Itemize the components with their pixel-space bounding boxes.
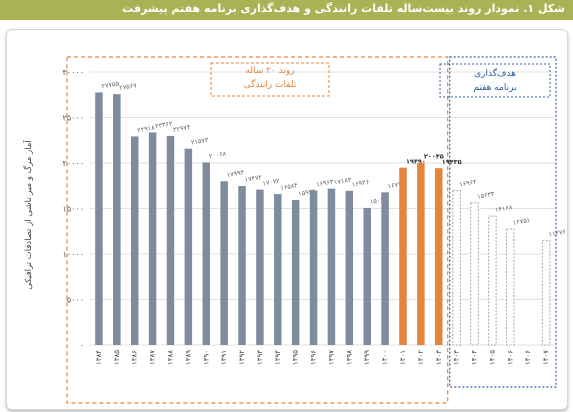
bar xyxy=(309,190,318,345)
bar xyxy=(541,240,551,346)
bar xyxy=(202,162,210,345)
x-tick-label: ۱۳۹۴ xyxy=(274,350,282,365)
bar-value-label: ۲۰۰۴۵ xyxy=(424,153,444,161)
bar xyxy=(363,207,371,345)
x-tick-label: ۱۳۸۵ xyxy=(113,350,121,365)
x-tick-label: ۱۳۹۵ xyxy=(292,350,300,365)
x-tick-label: ۱۳۹۰ xyxy=(202,350,210,365)
bar xyxy=(238,186,246,345)
x-tick-label: ۱۴۰۲ xyxy=(417,350,425,365)
x-tick-label: ۱۳۹۱ xyxy=(220,350,228,365)
y-tick-label: ۱۰۰۰۰ xyxy=(63,250,84,259)
bar-value-label: ۲۲۹۱۸ xyxy=(137,123,156,134)
bar-value-label: ۱۵۹۳۲ xyxy=(298,187,317,198)
bar-value-label: ۲۷۷۵۵ xyxy=(101,79,120,90)
bar xyxy=(452,190,461,346)
x-tick-label: ۱۳۹۲ xyxy=(238,350,246,365)
x-tick-label: ۱۴۰۷ xyxy=(542,350,550,365)
bar-value-label: ۱۶۹۶۴ xyxy=(459,178,478,189)
bar-value-label: ۱۵۰۶۶ xyxy=(369,195,388,206)
bar xyxy=(184,148,193,345)
bar-value-label: ۱۶۹۴۶ xyxy=(351,178,370,189)
bar-value-label: ۲۰۰۶۸ xyxy=(208,149,227,160)
y-tick-label: ۵۰۰۰ xyxy=(67,296,84,305)
trend-box-label-line1: روند ۲۰ ساله xyxy=(245,66,295,76)
bar-value-label: ۲۷۵۶۷ xyxy=(119,81,138,92)
bar-value-label: ۲۱۵۷۳ xyxy=(190,136,209,147)
bar xyxy=(399,167,407,345)
bar xyxy=(327,188,336,345)
target-box-label-line2: برنامه هفتم xyxy=(473,83,517,93)
bar-value-label: ۱۴۱۶۸ xyxy=(494,203,513,214)
bar xyxy=(345,190,354,345)
x-tick-label: ۱۳۸۶ xyxy=(131,350,139,365)
bar-value-label: ۱۷۴۷۲ xyxy=(244,173,263,184)
target-period-box xyxy=(449,56,557,388)
y-tick-label: ۲۵۰۰۰ xyxy=(63,114,84,123)
target-box-label-line1: هدف‌گذاری xyxy=(474,69,516,79)
y-tick-label: ۰ xyxy=(80,341,84,350)
x-tick-label: ۱۴۰۵ xyxy=(488,350,496,365)
x-tick-label: ۱۴۰۳ xyxy=(435,350,443,365)
x-tick-label: ۱۴۰۳ xyxy=(453,350,461,365)
bar xyxy=(470,202,479,346)
bar xyxy=(220,181,228,345)
x-tick-label: ۱۳۹۷ xyxy=(327,350,335,365)
bar xyxy=(166,135,175,345)
bar xyxy=(256,189,264,345)
x-tick-label: ۱۴۰۴ xyxy=(471,350,479,365)
x-tick-label: ۱۳۸۹ xyxy=(184,350,192,365)
target-label-box xyxy=(439,63,551,98)
bar-value-label: ۲۲۹۷۴ xyxy=(172,123,191,134)
y-tick-label: ۳۰۰۰۰ xyxy=(63,68,84,77)
bar xyxy=(381,192,389,345)
y-tick-label: ۲۰۰۰۰ xyxy=(63,159,84,168)
x-tick-label: ۱۴۰۶ xyxy=(524,350,532,365)
bar-value-label: ۱۵۶۳۳ xyxy=(476,190,495,201)
bar xyxy=(488,215,497,346)
x-tick-label: ۱۴۰۰ xyxy=(381,350,389,365)
bar xyxy=(274,194,282,345)
bar-value-label: ۱۷۰۷۲ xyxy=(262,177,281,188)
trend-box-label: روند ۲۰ ساله تلفات رانندگی xyxy=(210,64,330,92)
bar-value-label: ۲۳۳۶۲ xyxy=(155,119,174,130)
bar xyxy=(291,200,300,345)
bar-value-label: ۱۹۴۳۵ xyxy=(442,158,462,166)
y-tick-label: ۱۵۰۰۰ xyxy=(63,205,84,214)
bar-value-label: ۱۶۷۷۸ xyxy=(387,179,406,190)
bar-value-label: ۱۶۹۶۳ xyxy=(316,178,335,189)
x-tick-label: ۱۳۸۸ xyxy=(166,350,174,365)
x-tick-label: ۱۳۹۳ xyxy=(256,350,264,365)
bar-value-label: ۱۹۴۹۰ xyxy=(406,158,426,166)
bar-value-label: ۱۱۴۷۶ xyxy=(548,228,567,239)
trend-box-label-line2: تلفات رانندگی xyxy=(243,80,297,90)
trend-label-box xyxy=(210,62,330,97)
bar-value-label: ۱۷۹۹۳ xyxy=(226,168,245,179)
bar-value-label: ۱۲۷۵۱ xyxy=(512,216,531,227)
bar xyxy=(95,92,103,345)
x-tick-label: ۱۳۸۷ xyxy=(149,350,157,365)
target-box-label: هدف‌گذاری برنامه هفتم xyxy=(440,67,550,95)
bar xyxy=(148,132,157,345)
bar xyxy=(506,228,515,346)
bar-value-label: ۱۶۵۸۴ xyxy=(280,181,299,192)
bar xyxy=(130,136,139,345)
x-tick-label: ۱۴۰۶ xyxy=(506,350,514,365)
x-tick-label: ۱۳۹۹ xyxy=(363,350,371,365)
bar xyxy=(417,162,425,345)
trend-period-box xyxy=(66,56,449,404)
figure-title: شکل ۱. نمودار روند بیست‌ساله تلفات رانند… xyxy=(122,2,565,15)
figure-title-bar: شکل ۱. نمودار روند بیست‌ساله تلفات رانند… xyxy=(0,0,573,20)
x-tick-label: ۱۳۸۴ xyxy=(95,350,103,365)
bar xyxy=(113,94,121,346)
x-tick-label: ۱۳۹۸ xyxy=(345,350,353,365)
bar xyxy=(435,168,443,345)
x-tick-label: ۱۴۰۱ xyxy=(399,350,407,365)
x-tick-label: ۱۳۹۶ xyxy=(310,350,318,365)
bar-value-label: ۱۷۱۸۳ xyxy=(333,176,352,187)
